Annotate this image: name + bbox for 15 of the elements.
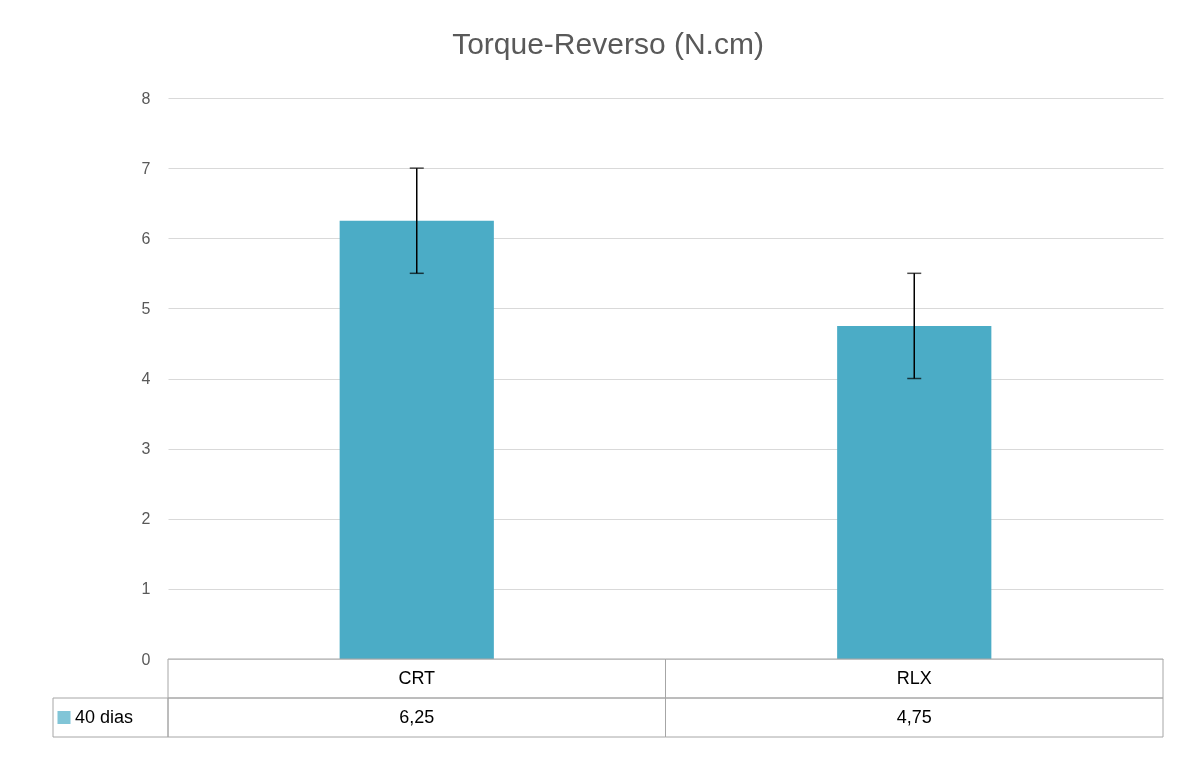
chart-title: Torque-Reverso (N.cm)	[452, 27, 764, 60]
legend-label: 40 dias	[75, 706, 134, 727]
y-tick-label: 7	[141, 159, 151, 177]
x-tick-label: RLX	[896, 667, 932, 688]
data-label: 6,25	[399, 706, 435, 727]
y-tick-label: 1	[141, 580, 151, 598]
y-tick-label: 0	[141, 650, 151, 668]
x-tick-label: CRT	[398, 667, 436, 688]
y-tick-label: 6	[141, 229, 151, 247]
y-tick-label: 2	[141, 510, 151, 528]
y-tick-label: 3	[141, 440, 151, 458]
data-label: 4,75	[896, 706, 932, 727]
y-tick-label: 5	[141, 299, 151, 317]
y-tick-label: 8	[141, 89, 151, 107]
y-tick-label: 4	[141, 370, 151, 387]
